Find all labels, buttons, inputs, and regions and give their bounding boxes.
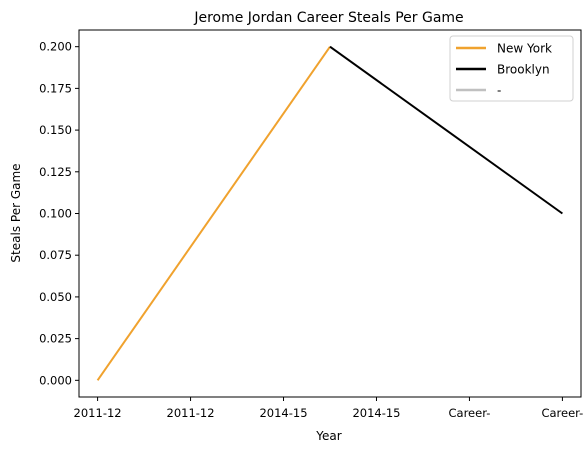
- x-tick-label: 2011-12: [74, 406, 122, 420]
- y-axis: 0.000 0.025 0.050 0.075 0.100 0.125 0.150 0.175…: [39, 40, 79, 387]
- y-axis-label: Steals Per Game: [9, 163, 23, 262]
- legend-box: [449, 35, 574, 102]
- x-tick-label: 2014-15: [259, 406, 307, 420]
- series-line-new-york: [96, 46, 331, 381]
- legend: New York Brooklyn -: [449, 35, 574, 102]
- x-tick-label: Career-: [449, 406, 491, 420]
- x-tick-label: 2011-12: [167, 406, 215, 420]
- series-line-brooklyn: [329, 45, 563, 215]
- x-tick-label: 2014-15: [352, 406, 400, 420]
- x-axis-label: Year: [315, 429, 341, 443]
- y-tick-label: 0.175: [39, 81, 72, 95]
- y-tick-label: 0.200: [39, 40, 72, 54]
- x-tick-label: Career-: [541, 406, 583, 420]
- y-tick-label: 0.100: [39, 207, 72, 221]
- y-tick-label: 0.150: [39, 123, 72, 137]
- x-axis: 2011-12 2011-12 2014-15 2014-15 Career- Caree…: [74, 397, 583, 420]
- chart-title: Jerome Jordan Career Steals Per Game: [193, 10, 463, 26]
- y-tick-label: 0.075: [39, 248, 72, 262]
- y-tick-label: 0.000: [39, 373, 72, 387]
- legend-label: New York: [497, 42, 552, 56]
- y-tick-label: 0.050: [39, 290, 72, 304]
- legend-label: Brooklyn: [497, 63, 550, 77]
- y-tick-label: 0.125: [39, 165, 72, 179]
- plot-lines: [96, 45, 563, 381]
- y-tick-label: 0.025: [39, 332, 72, 346]
- legend-label: -: [497, 84, 501, 98]
